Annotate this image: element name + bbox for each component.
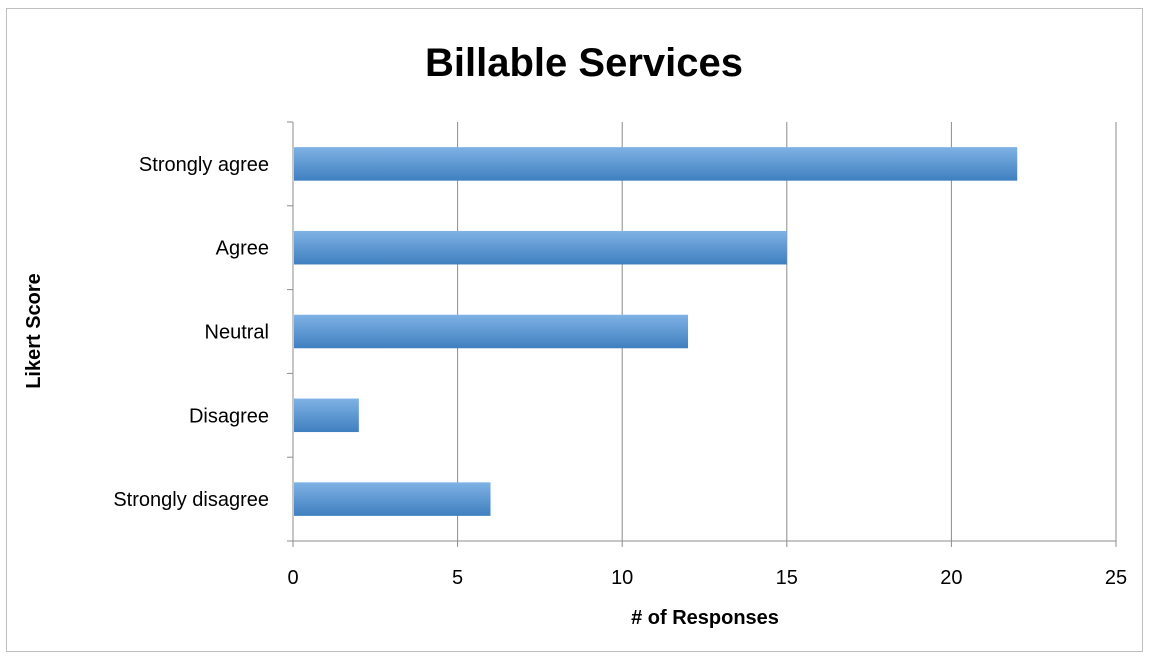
bars — [294, 147, 1018, 516]
y-tick-label: Strongly disagree — [113, 489, 269, 511]
x-tick-label: 25 — [1105, 567, 1127, 589]
bar-neutral — [294, 314, 689, 349]
x-tick-label: 20 — [940, 567, 962, 589]
bar-agree — [294, 230, 787, 265]
y-tick-label: Neutral — [205, 322, 269, 344]
y-axis-title: Likert Score — [23, 273, 45, 389]
y-tick-label: Strongly agree — [139, 154, 269, 176]
y-tick-label: Agree — [216, 238, 269, 260]
x-tick-label: 5 — [452, 567, 463, 589]
x-tick-label: 15 — [776, 567, 798, 589]
x-tick-label: 10 — [611, 567, 633, 589]
bar-strongly-agree — [294, 147, 1018, 181]
y-tick-labels: Strongly agree Agree Neutral Disagree Strong… — [113, 154, 269, 511]
x-tick-label: 0 — [287, 567, 298, 589]
bar-strongly-disagree — [294, 482, 491, 516]
chart-title: Billable Services — [425, 41, 743, 85]
bar-disagree — [294, 398, 359, 433]
x-axis-title: # of Responses — [631, 607, 779, 629]
x-tick-labels: 0 5 10 15 20 25 — [287, 567, 1127, 589]
y-tick-label: Disagree — [189, 405, 269, 427]
axes — [287, 121, 1117, 547]
